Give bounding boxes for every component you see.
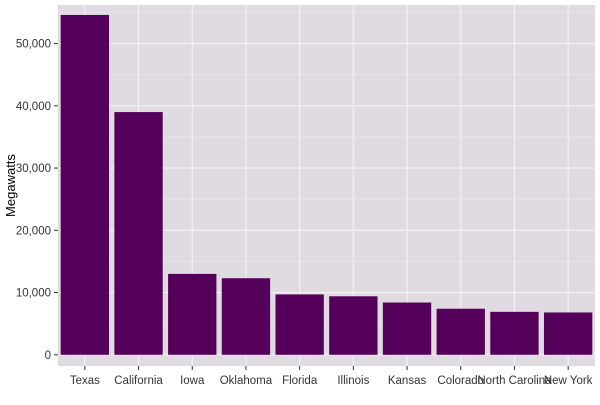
y-tick-label: 50,000 (16, 39, 51, 51)
x-tick-label: Colorado (437, 375, 484, 387)
bar-colorado (436, 308, 485, 355)
y-tick-label: 20,000 (16, 225, 51, 237)
x-tick-label: North Carolina (477, 375, 552, 387)
y-tick-label: 40,000 (16, 101, 51, 113)
bar-new-york (543, 312, 593, 355)
bar-kansas (382, 302, 432, 355)
y-tick-label: 0 (45, 350, 51, 362)
bar-illinois (329, 296, 378, 355)
bars (60, 14, 593, 355)
x-tick-label: Iowa (180, 375, 205, 387)
y-axis-title: Megawatts (3, 154, 18, 217)
bar-north-carolina (490, 311, 539, 355)
x-tick-label: Texas (70, 375, 100, 387)
x-axis: Texas California Iowa Oklahoma Florida Illino… (70, 366, 593, 387)
bar-texas (60, 14, 110, 355)
x-tick-label: Florida (282, 375, 318, 387)
y-tick-label: 30,000 (16, 163, 51, 175)
bar-oklahoma (221, 278, 271, 355)
bar-california (114, 112, 163, 355)
bar-iowa (168, 273, 217, 355)
bar-florida (275, 294, 324, 355)
x-tick-label: California (114, 375, 163, 387)
y-tick-label: 10,000 (16, 288, 51, 300)
x-tick-label: Oklahoma (220, 375, 273, 387)
x-tick-label: Kansas (388, 375, 427, 387)
y-axis: 0 10,000 20,000 30,000 40,000 50,000 (16, 39, 58, 362)
x-tick-label: Illinois (337, 375, 369, 387)
x-tick-label: New York (544, 375, 593, 387)
